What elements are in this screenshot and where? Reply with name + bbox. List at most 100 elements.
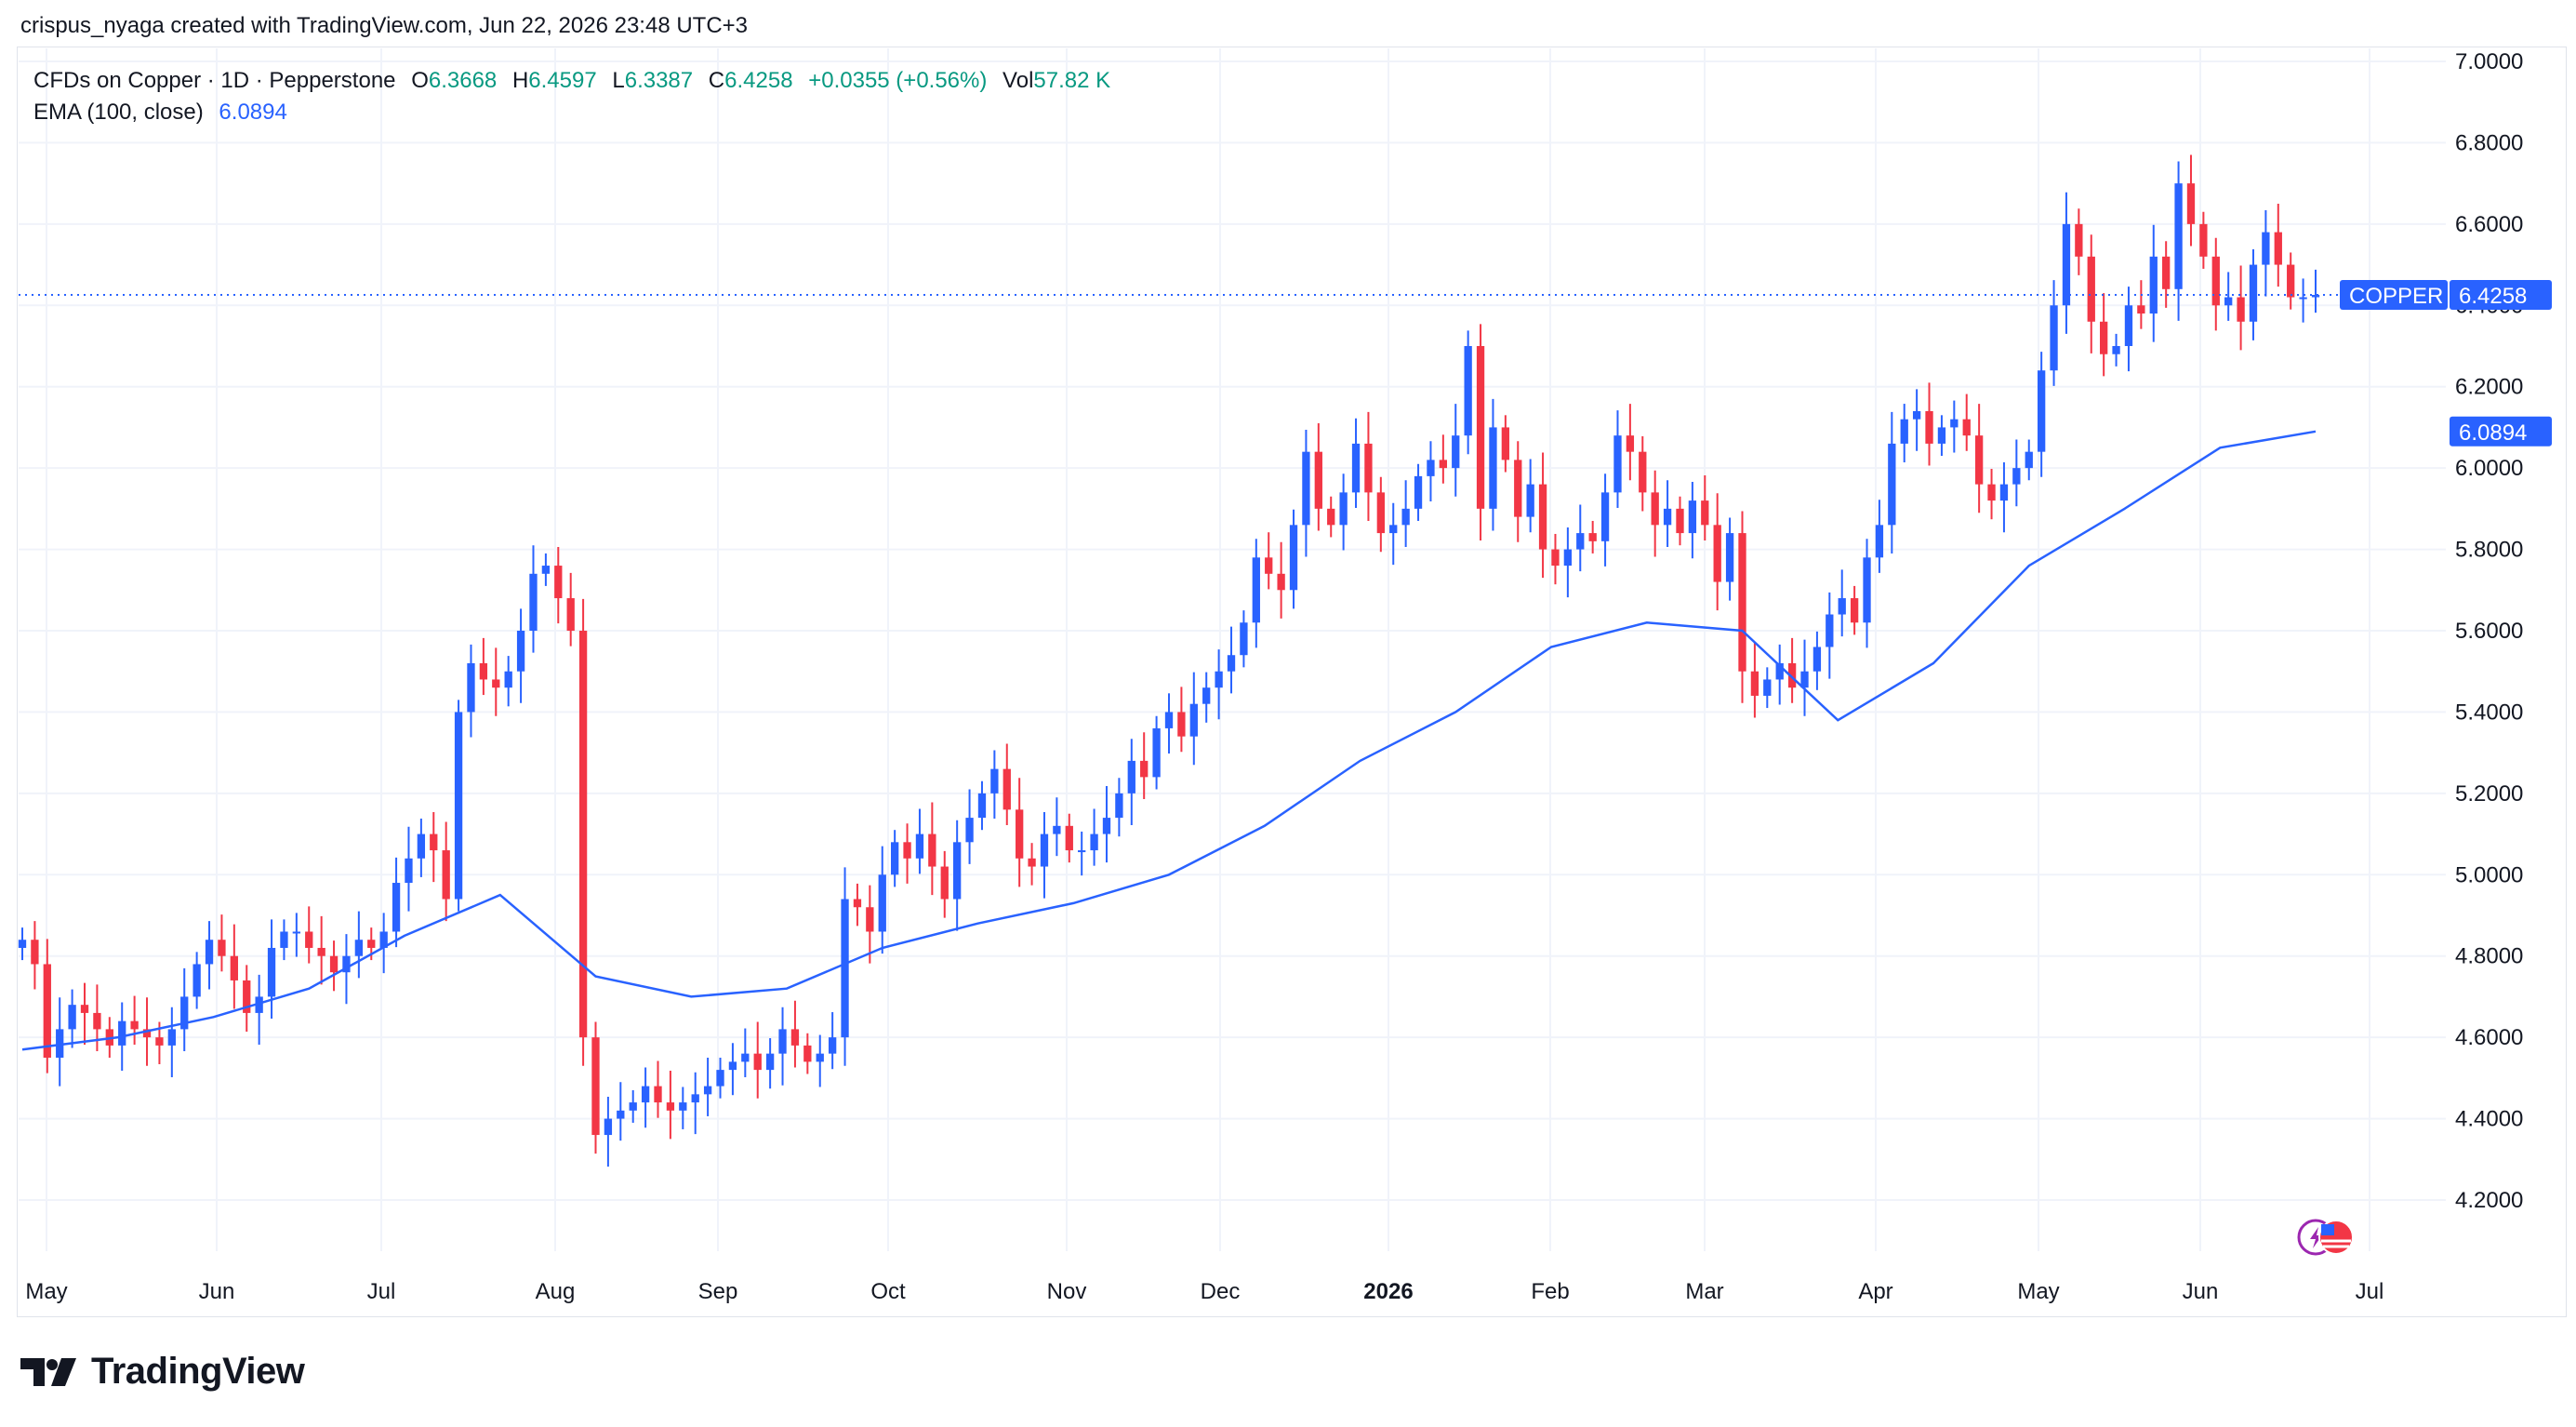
candle-body <box>2262 232 2270 265</box>
tradingview-logo[interactable]: TradingView <box>20 1351 305 1393</box>
ema-row: EMA (100, close) 6.0894 <box>33 97 1110 128</box>
candle-body <box>1439 460 1448 469</box>
candle-body <box>953 842 962 900</box>
y-tick-label: 5.8000 <box>2455 538 2523 563</box>
candle-body <box>367 940 376 948</box>
candle-body <box>167 1029 176 1046</box>
x-tick-label: Oct <box>870 1279 906 1304</box>
candle-body <box>280 931 288 948</box>
candle-body <box>1725 533 1734 582</box>
symbol-badge <box>2340 280 2448 311</box>
high-label: H <box>511 68 529 93</box>
candle-body <box>230 955 238 980</box>
y-tick-label: 5.6000 <box>2455 619 2523 644</box>
candle-body <box>1912 410 1921 420</box>
candle-body <box>1613 435 1622 493</box>
candle-body <box>940 866 949 900</box>
candle-body <box>1127 760 1135 794</box>
chart-panel[interactable] <box>17 47 2567 1317</box>
candle-body <box>18 940 27 948</box>
candle-body <box>118 1020 126 1046</box>
candle-body <box>977 793 987 819</box>
candle-body <box>379 931 388 948</box>
candle-body <box>1401 508 1410 526</box>
candle-body <box>1265 557 1273 574</box>
candle-body <box>1538 484 1547 550</box>
candle-body <box>2287 264 2295 298</box>
event-icons[interactable] <box>2297 1219 2354 1256</box>
price-badge-text: 6.4258 <box>2459 284 2527 309</box>
y-tick-label: 7.0000 <box>2455 49 2523 74</box>
author-line: crispus_nyaga created with TradingView.c… <box>20 13 749 38</box>
candle-body <box>80 1005 89 1013</box>
candle-body <box>1376 492 1385 534</box>
candle-body <box>2037 370 2046 452</box>
candle-body <box>1289 525 1298 591</box>
candle-body <box>1950 419 1959 428</box>
candle-body <box>1551 549 1560 567</box>
candle-body <box>2299 297 2307 300</box>
candle-body <box>1987 484 1996 501</box>
candle-body <box>479 662 488 680</box>
candle-body <box>1775 662 1784 680</box>
candle-body <box>1626 435 1635 452</box>
candle-body <box>2249 264 2258 322</box>
brand-name: TradingView <box>91 1351 305 1392</box>
y-tick-label: 6.6000 <box>2455 212 2523 237</box>
ema-badge-text: 6.0894 <box>2459 420 2527 446</box>
volume-value: 57.82 K <box>1033 68 1111 93</box>
candle-body <box>342 955 351 973</box>
candle-body <box>1476 346 1485 509</box>
y-tick-label: 4.8000 <box>2455 944 2523 969</box>
candle-body <box>1115 793 1123 819</box>
candle-body <box>1053 825 1061 834</box>
candle-body <box>1389 525 1398 534</box>
candle-body <box>1850 598 1859 623</box>
candle-body <box>915 834 924 859</box>
candle-body <box>1464 346 1472 436</box>
candle-body <box>2087 256 2095 322</box>
candle-body <box>666 1102 675 1111</box>
candle-body <box>629 1102 637 1111</box>
candle-body <box>1427 460 1435 476</box>
candle-body <box>2050 305 2058 371</box>
candle-body <box>218 940 226 956</box>
high-value: 6.4597 <box>528 68 597 93</box>
x-tick-label: Dec <box>1201 1279 1241 1304</box>
candle-body <box>1016 809 1024 859</box>
ema-line <box>21 430 2317 1051</box>
candle-body <box>890 842 899 875</box>
chart-legend: CFDs on Copper · 1D · Pepperstone O6.366… <box>33 65 1110 128</box>
candle-body <box>56 1029 64 1058</box>
ema-badge <box>2450 416 2552 447</box>
candle-body <box>1738 533 1746 672</box>
lightning-bolt-shape <box>2310 1227 2322 1248</box>
candle-body <box>43 964 51 1058</box>
candle-body <box>2137 305 2145 314</box>
candle-body <box>504 671 512 688</box>
candle-body <box>467 662 475 713</box>
candle-body <box>1227 655 1236 672</box>
candle-body <box>1838 598 1846 615</box>
candle-body <box>654 1086 662 1103</box>
candle-body <box>2124 305 2133 346</box>
candle-body <box>2062 223 2071 306</box>
candle-body <box>1164 712 1174 728</box>
symbol-label[interactable]: CFDs on Copper · 1D · Pepperstone <box>33 68 396 93</box>
x-tick-label: Jun <box>2183 1279 2219 1304</box>
candle-body <box>1514 460 1522 517</box>
candle-body <box>2112 346 2120 354</box>
candle-body <box>928 834 936 867</box>
candle-body <box>2311 295 2320 298</box>
price-chart-svg[interactable]: 7.00006.80006.60006.40006.20006.00005.80… <box>0 0 2576 1321</box>
ema-label[interactable]: EMA (100, close) <box>33 100 204 125</box>
ema-value: 6.0894 <box>219 100 287 125</box>
candle-body <box>1588 533 1597 541</box>
candle-body <box>2274 232 2282 265</box>
candle-body <box>1826 614 1834 647</box>
candle-body <box>679 1102 687 1111</box>
candle-body <box>93 1012 101 1030</box>
candle-body <box>68 1005 76 1030</box>
candle-body <box>2211 256 2220 306</box>
candle-body <box>454 712 463 900</box>
